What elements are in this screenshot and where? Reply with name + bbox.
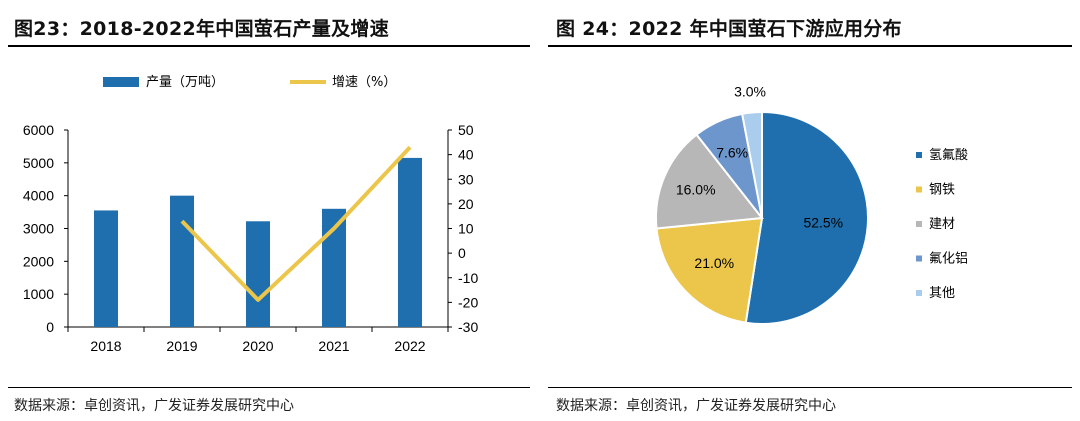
pie-legend-label: 氢氟酸: [929, 148, 968, 163]
bar-2020: [246, 221, 270, 327]
legend-bar-swatch: [103, 77, 139, 87]
pie-slice-1: [744, 110, 869, 325]
legend-bar-label: 产量（万吨）: [146, 75, 224, 90]
pie-legend-swatch: [916, 186, 922, 193]
pie-legend-label: 钢铁: [929, 183, 955, 198]
pie-slice-2: [655, 216, 764, 324]
pie-legend-label: 其他: [929, 286, 955, 301]
pie-slice-label: 16.0%: [676, 182, 716, 198]
x-tick-label: 2022: [394, 338, 425, 354]
bar-2022: [398, 157, 422, 327]
x-tick-label: 2019: [166, 338, 197, 354]
y-right-tick-label: -30: [458, 319, 478, 335]
bar-2019: [170, 195, 194, 327]
left-footer-rule: [8, 387, 530, 388]
pie-legend-label: 氟化铝: [929, 252, 968, 267]
y-right-tick-label: 40: [458, 147, 474, 163]
left-chart-title: 图23：2018-2022年中国萤石产量及增速: [14, 18, 389, 40]
pie-legend-swatch: [916, 152, 922, 158]
growth-line: [180, 145, 412, 302]
pie-slice-label: 21.0%: [694, 255, 734, 271]
bar-series: [94, 157, 422, 327]
y-right-tick-label: 10: [458, 221, 474, 237]
y-left-tick-label: 0: [46, 319, 54, 335]
right-source-note: 数据来源：卓创资讯，广发证券发展研究中心: [556, 398, 836, 414]
pie-slice-label: 52.5%: [803, 215, 843, 231]
x-tick-label: 2018: [90, 338, 121, 354]
x-tick-label: 2021: [318, 338, 349, 354]
y-right-tick-label: 0: [458, 245, 466, 261]
y-left-tick-label: 6000: [23, 122, 54, 138]
pie-slice-5: [740, 110, 763, 219]
x-tick-label: 2020: [242, 338, 273, 354]
pie-slice-label: 7.6%: [716, 144, 748, 160]
bar-2018: [94, 210, 118, 327]
legend: 产量（万吨） 增速（%）: [103, 75, 396, 90]
pie-labels: 52.5% 21.0% 16.0% 7.6% 3.0%: [676, 83, 843, 271]
axes: [64, 129, 452, 332]
pie-legend-swatch: [916, 221, 922, 227]
line-series: [180, 145, 412, 302]
y-right-tick-label: 20: [458, 196, 474, 212]
tick-labels: 0 1000 2000 3000 4000 5000 6000 -30 -20 -10 0 10 20 3…: [23, 122, 479, 354]
y-right-tick-label: -20: [458, 294, 478, 310]
left-title-rule: [8, 45, 530, 47]
pie-legend-label: 建材: [929, 217, 955, 232]
y-left-tick-label: 5000: [23, 155, 54, 171]
y-right-tick-label: 30: [458, 171, 474, 187]
pie-slice-3: [655, 133, 764, 230]
pie-legend-swatch: [916, 290, 922, 296]
y-left-tick-label: 3000: [23, 221, 54, 237]
pie-legend-swatch: [916, 255, 922, 262]
right-chart-title: 图 24：2022 年中国萤石下游应用分布: [556, 18, 902, 40]
left-combo-chart: 产量（万吨） 增速（%） 0 1000 2000 3000 4000 5000 6000 -3…: [23, 75, 479, 354]
pie-slices: [655, 110, 869, 325]
y-left-tick-label: 4000: [23, 188, 54, 204]
y-left-tick-label: 1000: [23, 286, 54, 302]
legend-line-label: 增速（%）: [332, 75, 396, 90]
y-right-tick-label: 50: [458, 122, 474, 138]
pie-slice-label: 3.0%: [734, 83, 766, 99]
y-left-tick-label: 2000: [23, 253, 54, 269]
right-title-rule: [548, 45, 1072, 47]
right-footer-rule: [548, 387, 1072, 388]
left-source-note: 数据来源：卓创资讯，广发证券发展研究中心: [14, 398, 294, 414]
y-right-tick-label: -10: [458, 270, 478, 286]
